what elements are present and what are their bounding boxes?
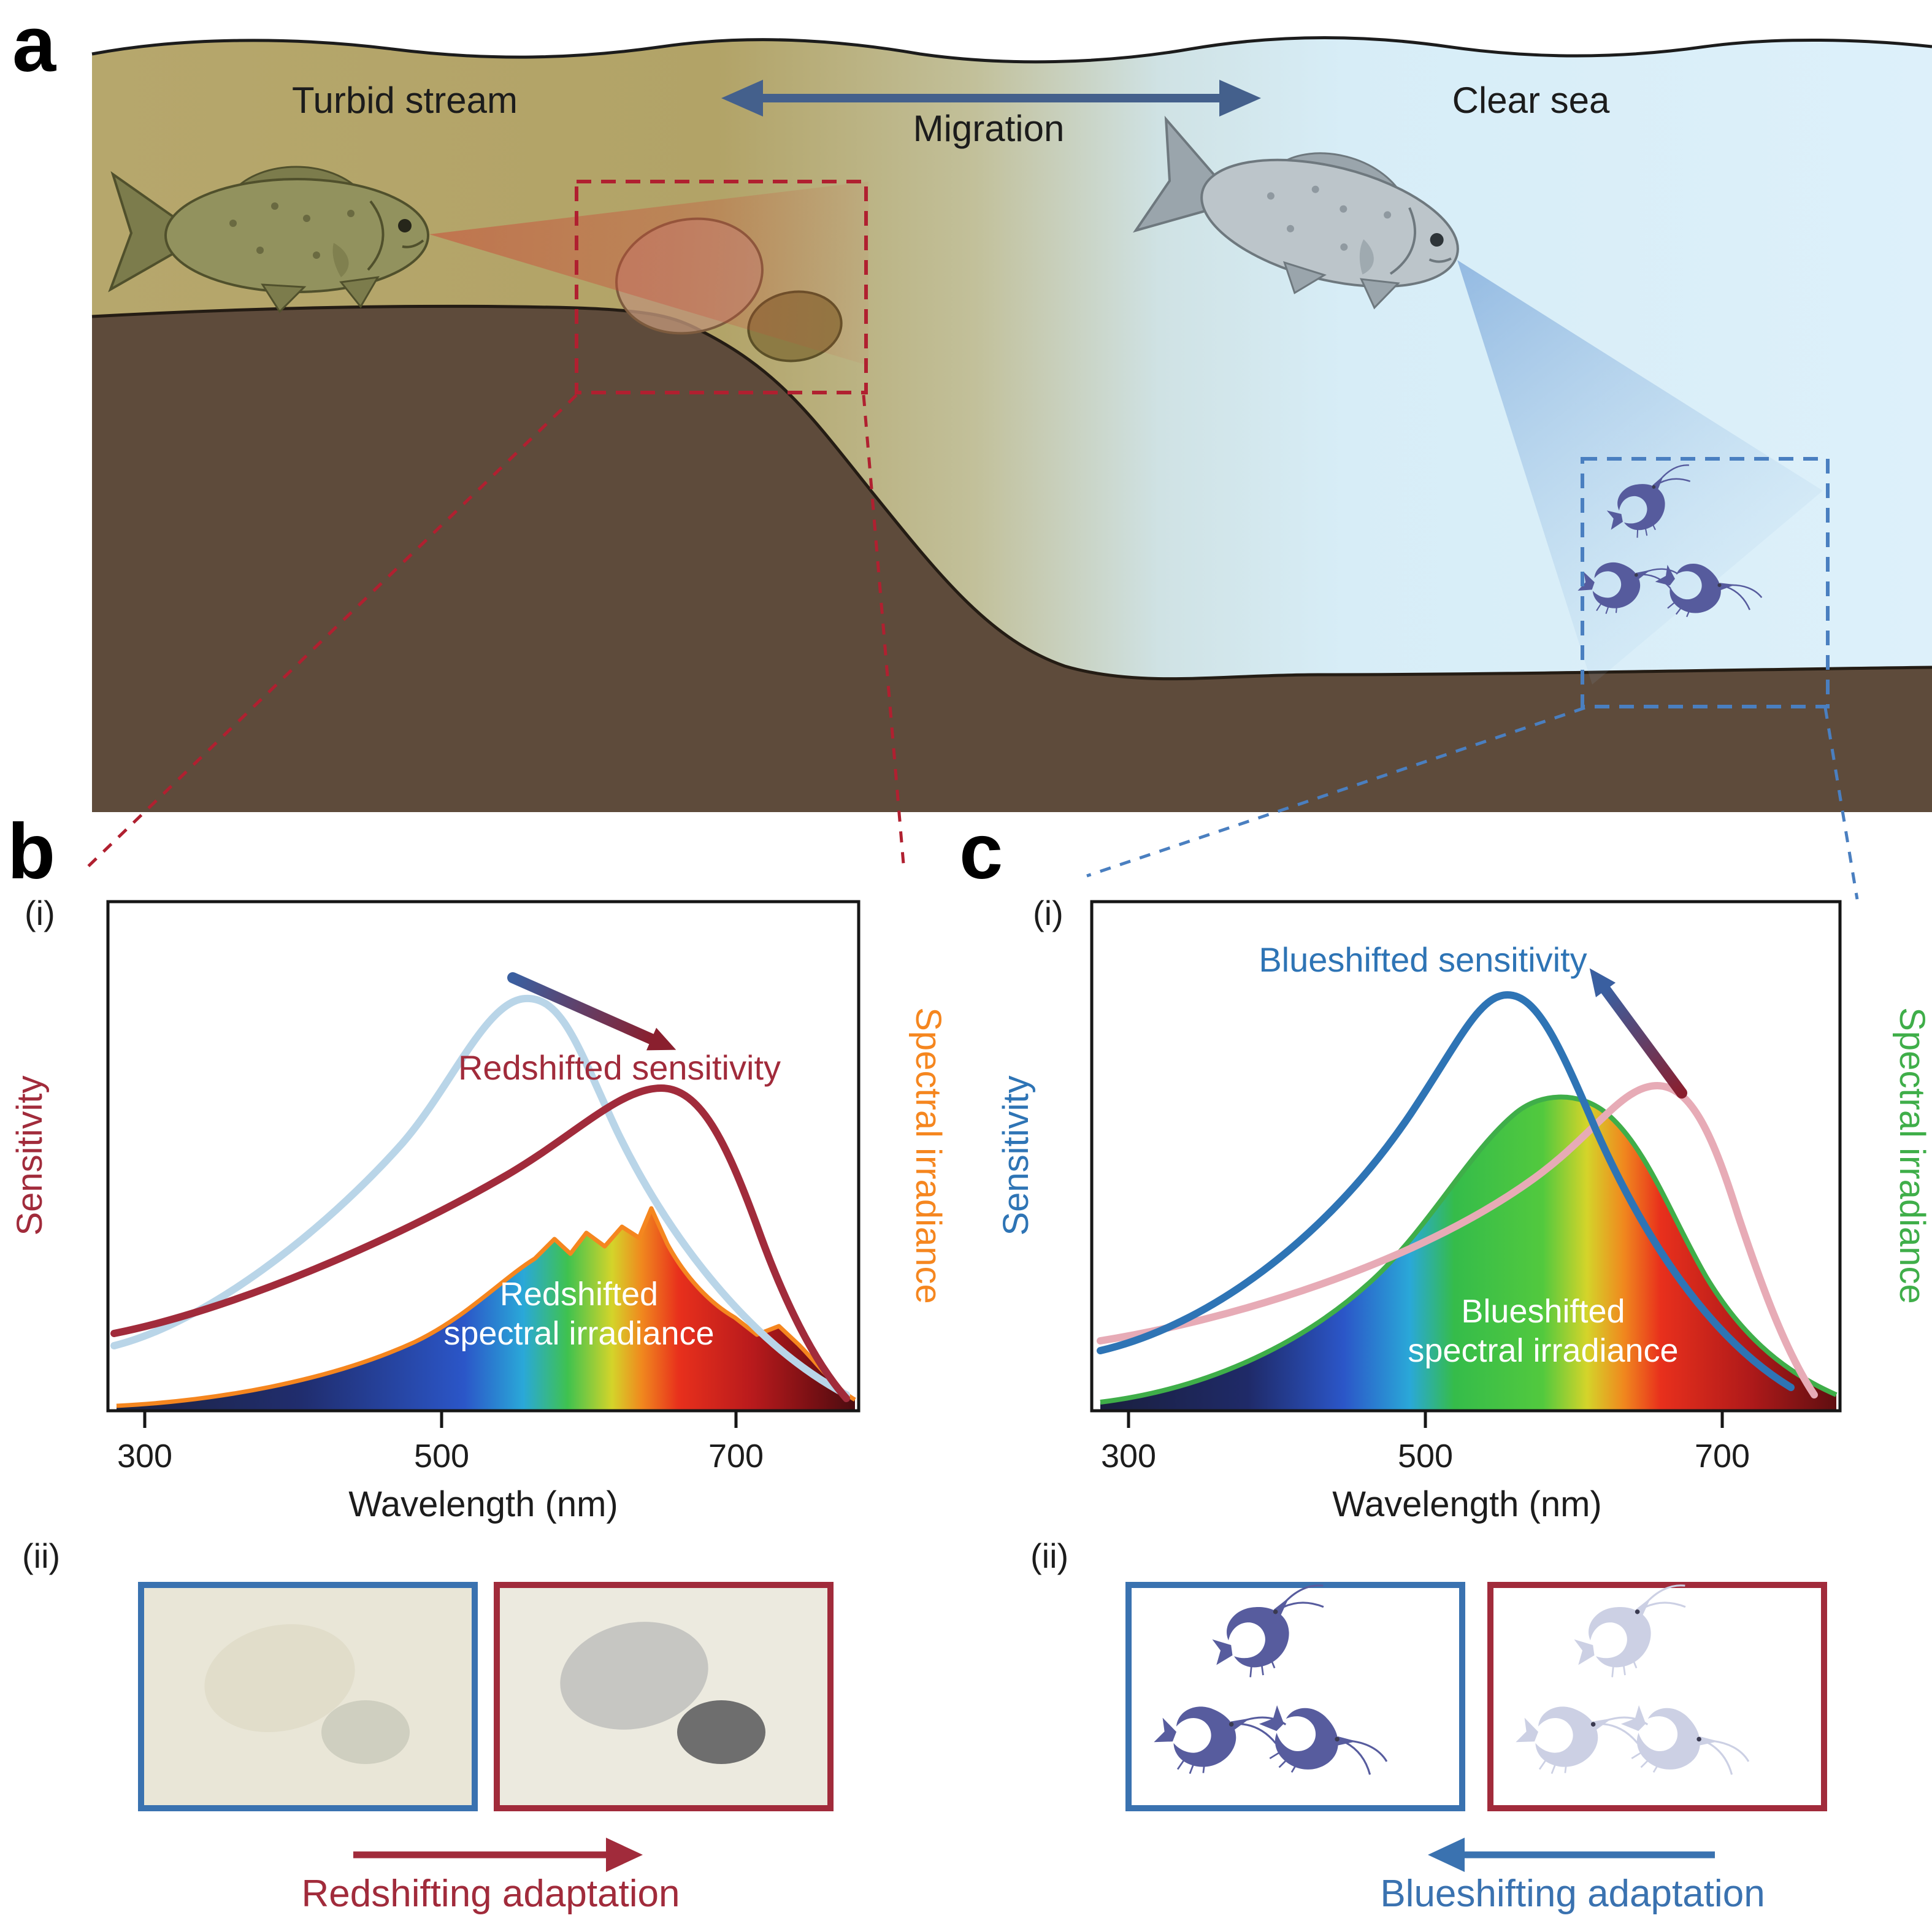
curve-redshifted-sensitivity bbox=[110, 1084, 850, 1402]
chart-b-ylabel-right: Spectral irradiance bbox=[908, 1007, 948, 1304]
panel-b: b (i) 300 500 700 bbox=[7, 808, 948, 1915]
fish-pectoral-fin bbox=[1359, 239, 1374, 275]
chart-b-xlabel: Wavelength (nm) bbox=[348, 1484, 618, 1524]
migration-label: Migration bbox=[913, 108, 1065, 149]
chart-c: 300 500 700 Wavelength (nm) Sensitivity … bbox=[996, 900, 1932, 1524]
redshift-arrow bbox=[507, 972, 677, 1051]
chart-b-ylabel-left: Sensitivity bbox=[10, 1075, 50, 1235]
sediment-top-line bbox=[91, 304, 1932, 681]
fish-ventral-fin bbox=[261, 283, 307, 313]
clear-fish bbox=[1132, 115, 1459, 310]
chart-c-tick-300: 300 bbox=[1101, 1438, 1156, 1475]
redshifted-irradiance-area bbox=[117, 1208, 855, 1410]
fish-mouth bbox=[402, 239, 424, 248]
turbid-stream-label: Turbid stream bbox=[292, 80, 518, 121]
fish-gill bbox=[1389, 207, 1416, 275]
chart-b-frame bbox=[106, 900, 861, 1413]
fish-mouth bbox=[1428, 257, 1452, 263]
blueshifting-adaptation-label: Blueshifting adaptation bbox=[1380, 1873, 1765, 1915]
chart-c-tick-500: 500 bbox=[1398, 1438, 1453, 1475]
blueshift-arrow bbox=[1589, 968, 1687, 1099]
blueshifted-sensitivity-label: Blueshifted sensitivity bbox=[1259, 940, 1587, 979]
chart-c-xlabel: Wavelength (nm) bbox=[1332, 1484, 1601, 1524]
fish-body bbox=[164, 178, 429, 293]
faint-egg-large bbox=[204, 1624, 355, 1732]
blueshifted-irradiance-outline bbox=[1100, 1094, 1838, 1405]
sediment bbox=[92, 306, 1932, 813]
migration-arrowhead-left bbox=[721, 80, 763, 117]
chart-b: 300 500 700 Wavelength (nm) Sensitivity … bbox=[10, 900, 948, 1524]
redshifted-irradiance-label-1: Redshifted bbox=[500, 1276, 658, 1313]
clear-sea-label: Clear sea bbox=[1452, 80, 1610, 121]
migration-arrow bbox=[721, 80, 1261, 117]
chart-b-tick-700: 700 bbox=[708, 1438, 764, 1475]
blue-vision-cone bbox=[1457, 260, 1823, 685]
chart-b-xticks bbox=[143, 1411, 738, 1428]
panel-b-sub-ii: (ii) bbox=[22, 1536, 60, 1575]
fish-spots bbox=[1267, 185, 1392, 251]
fish-spots bbox=[229, 202, 355, 259]
comparison-b-blue-box bbox=[138, 1582, 478, 1811]
panel-a: a Turbid stream Clear sea Migration bbox=[12, 1, 1932, 900]
chart-c-ylabel-left: Sensitivity bbox=[996, 1075, 1036, 1235]
panel-c-label: c bbox=[959, 808, 1003, 896]
fish-anal-fin bbox=[339, 276, 380, 309]
comparison-c-blue-box bbox=[1125, 1582, 1465, 1819]
chart-b-tick-300: 300 bbox=[117, 1438, 172, 1475]
blueshifted-irradiance-label-2: spectral irradiance bbox=[1408, 1332, 1678, 1369]
panel-b-sub-i: (i) bbox=[25, 894, 55, 932]
panel-c: c (i) 300 500 700 Wavelength (nm) Sensit… bbox=[959, 808, 1932, 1915]
chart-c-tick-700: 700 bbox=[1695, 1438, 1750, 1475]
panel-a-label: a bbox=[12, 1, 56, 88]
faint-egg-small bbox=[321, 1700, 410, 1764]
redshifting-adaptation-arrow bbox=[353, 1838, 643, 1872]
red-connector-right bbox=[862, 394, 906, 872]
chart-c-ylabel-right: Spectral irradiance bbox=[1892, 1007, 1932, 1304]
blueshifted-irradiance-label-1: Blueshifted bbox=[1461, 1293, 1625, 1330]
blueshifting-adaptation-arrow bbox=[1428, 1838, 1715, 1872]
visible-egg-small bbox=[677, 1700, 765, 1764]
chart-c-frame bbox=[1090, 900, 1842, 1413]
turbid-fish bbox=[108, 166, 429, 313]
comparison-c-red-box bbox=[1487, 1582, 1827, 1819]
fish-ventral-fin bbox=[1282, 261, 1327, 294]
redshifted-irradiance-outline bbox=[116, 1206, 856, 1408]
red-connector-left bbox=[82, 394, 578, 872]
redshifted-sensitivity-label: Redshifted sensitivity bbox=[458, 1048, 781, 1087]
blue-dashed-box bbox=[1581, 457, 1830, 708]
red-vision-cone bbox=[429, 182, 868, 366]
chart-b-tick-500: 500 bbox=[414, 1438, 469, 1475]
panel-b-label: b bbox=[7, 808, 55, 896]
curve-original-sensitivity bbox=[110, 994, 850, 1398]
chart-c-xticks bbox=[1127, 1411, 1724, 1428]
fish-eye bbox=[398, 219, 412, 232]
redshifting-adaptation-label: Redshifting adaptation bbox=[301, 1873, 680, 1915]
water-surface-line bbox=[91, 36, 1932, 64]
migration-arrowhead-right bbox=[1219, 80, 1261, 117]
fish-eye bbox=[1430, 233, 1444, 247]
comparison-b-red-box bbox=[494, 1582, 834, 1811]
red-dashed-box bbox=[575, 180, 868, 394]
blue-connector-left bbox=[1086, 706, 1585, 878]
panel-c-sub-ii: (ii) bbox=[1030, 1536, 1068, 1575]
redshifted-irradiance-label-2: spectral irradiance bbox=[443, 1315, 714, 1352]
visible-egg-large bbox=[560, 1622, 708, 1730]
curve-blueshifted-sensitivity bbox=[1097, 991, 1795, 1391]
fish-anal-fin bbox=[1360, 278, 1400, 310]
fish-pectoral-fin bbox=[332, 243, 349, 277]
fish-gill bbox=[367, 200, 385, 271]
panel-c-sub-i: (i) bbox=[1033, 894, 1064, 932]
curve-previous-sensitivity bbox=[1097, 1081, 1818, 1398]
